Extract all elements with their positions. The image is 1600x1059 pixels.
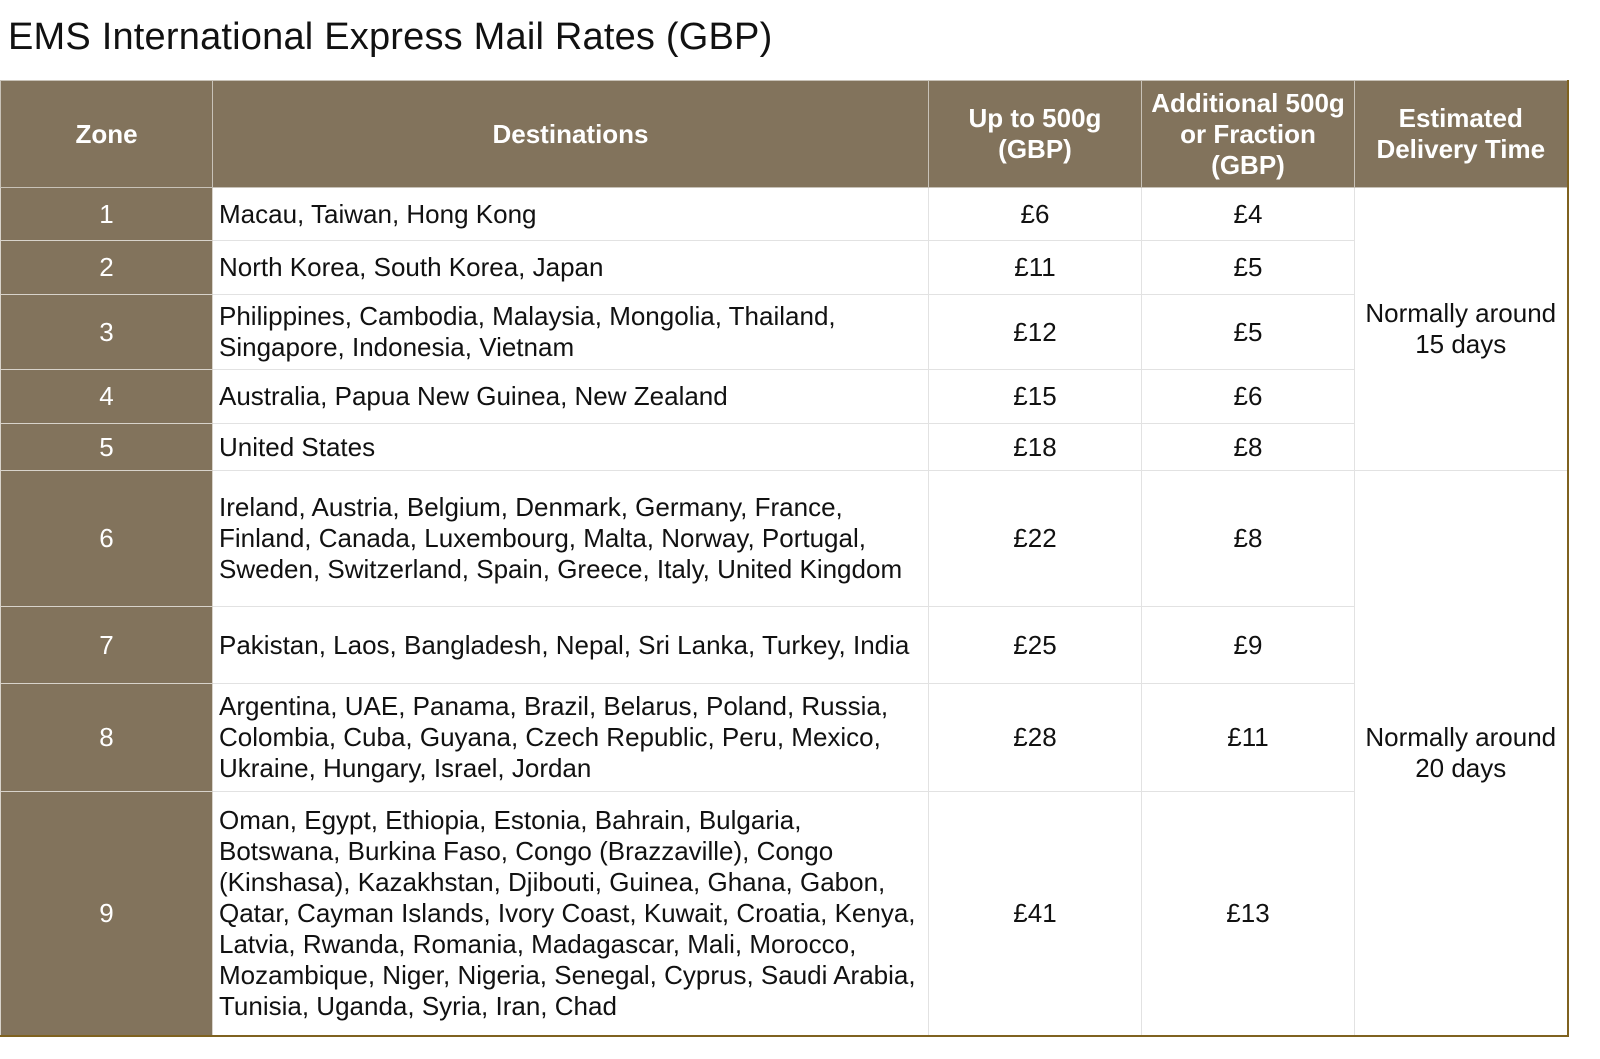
zone-cell: 4 <box>0 369 213 424</box>
header-destinations: Destinations <box>212 80 929 188</box>
header-additional: Additional 500g or Fraction (GBP) <box>1141 80 1355 188</box>
first-500g-price: £28 <box>928 683 1142 792</box>
header-zone: Zone <box>0 80 213 188</box>
first-500g-price: £15 <box>928 369 1142 424</box>
additional-500g-price: £4 <box>1141 187 1355 241</box>
table-row: 1 Macau, Taiwan, Hong Kong £6 £4 Normally ar… <box>0 187 1568 471</box>
additional-500g-price: £5 <box>1141 294 1355 370</box>
first-500g-price: £12 <box>928 294 1142 370</box>
zone-cell: 6 <box>0 470 213 607</box>
additional-500g-price: £5 <box>1141 240 1355 295</box>
destinations-cell: Oman, Egypt, Ethiopia, Estonia, Bahrain,… <box>212 791 929 1036</box>
destinations-cell: United States <box>212 423 929 471</box>
destinations-cell: Australia, Papua New Guinea, New Zealand <box>212 369 929 424</box>
table-row: 2 North Korea, South Korea, Japan £11 £5 <box>0 240 1568 295</box>
page-title: EMS International Express Mail Rates (GB… <box>8 16 773 58</box>
first-500g-price: £25 <box>928 606 1142 684</box>
rates-table: Zone Destinations Up to 500g (GBP) Addit… <box>0 80 1569 1037</box>
table-row: 8 Argentina, UAE, Panama, Brazil, Belarus… <box>0 683 1568 792</box>
destinations-cell: Macau, Taiwan, Hong Kong <box>212 187 929 241</box>
table-row: 5 United States £18 £8 <box>0 423 1568 471</box>
first-500g-price: £18 <box>928 423 1142 471</box>
destinations-cell: Argentina, UAE, Panama, Brazil, Belarus,… <box>212 683 929 792</box>
destinations-cell: Ireland, Austria, Belgium, Denmark, Germ… <box>212 470 929 607</box>
destinations-cell: Philippines, Cambodia, Malaysia, Mongoli… <box>212 294 929 370</box>
additional-500g-price: £6 <box>1141 369 1355 424</box>
additional-500g-price: £8 <box>1141 470 1355 607</box>
zone-cell: 3 <box>0 294 213 370</box>
zone-cell: 5 <box>0 423 213 471</box>
zone-cell: 1 <box>0 187 213 241</box>
table-row: 4 Australia, Papua New Guinea, New Zealan… <box>0 369 1568 424</box>
first-500g-price: £6 <box>928 187 1142 241</box>
destinations-cell: North Korea, South Korea, Japan <box>212 240 929 295</box>
zone-cell: 7 <box>0 606 213 684</box>
additional-500g-price: £8 <box>1141 423 1355 471</box>
zone-cell: 9 <box>0 791 213 1036</box>
additional-500g-price: £13 <box>1141 791 1355 1036</box>
additional-500g-price: £9 <box>1141 606 1355 684</box>
first-500g-price: £22 <box>928 470 1142 607</box>
first-500g-price: £41 <box>928 791 1142 1036</box>
delivery-time-cell: Normally around 20 days <box>1354 470 1568 1036</box>
header-row: Zone Destinations Up to 500g (GBP) Addit… <box>0 80 1568 188</box>
first-500g-price: £11 <box>928 240 1142 295</box>
table-row: 3 Philippines, Cambodia, Malaysia, Mongol… <box>0 294 1568 370</box>
destinations-cell: Pakistan, Laos, Bangladesh, Nepal, Sri L… <box>212 606 929 684</box>
zone-cell: 8 <box>0 683 213 792</box>
additional-500g-price: £11 <box>1141 683 1355 792</box>
table-row: 7 Pakistan, Laos, Bangladesh, Nepal, Sri … <box>0 606 1568 684</box>
header-delivery: Estimated Delivery Time <box>1354 80 1568 188</box>
table-row: 6 Ireland, Austria, Belgium, Denmark, Ger… <box>0 470 1568 1036</box>
delivery-time-cell: Normally around 15 days <box>1354 187 1568 471</box>
zone-cell: 2 <box>0 240 213 295</box>
header-up-to-500g: Up to 500g (GBP) <box>928 80 1142 188</box>
table-row: 9 Oman, Egypt, Ethiopia, Estonia, Bahrain… <box>0 791 1568 1036</box>
